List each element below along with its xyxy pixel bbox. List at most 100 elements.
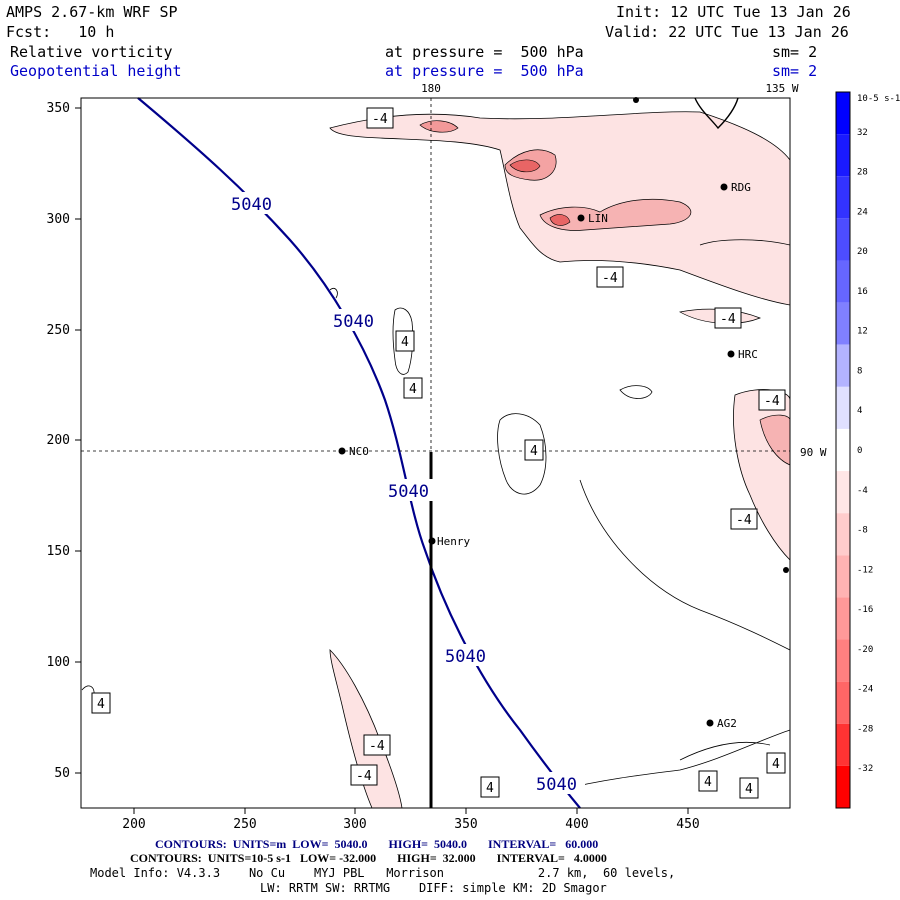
colorbar-tick-label: 0 xyxy=(857,446,862,456)
x-tick-label: 450 xyxy=(676,817,699,832)
colorbar-tick-label: -28 xyxy=(857,724,873,734)
station-dot xyxy=(727,350,735,358)
vort-label: 4 xyxy=(486,781,494,796)
vort-label: -4 xyxy=(764,394,780,409)
footer-physics: LW: RRTM SW: RRTMG DIFF: simple KM: 2D S… xyxy=(260,881,607,895)
x-tick-marks xyxy=(133,808,689,814)
colorbar-units: 10-5 s-1 xyxy=(857,94,900,104)
station-label: Henry xyxy=(437,535,470,548)
colorbar-block xyxy=(836,513,850,556)
shade-northeast-strong-2 xyxy=(539,198,692,231)
colorbar-tick-label: -4 xyxy=(857,486,868,496)
colorbar-tick-label: -16 xyxy=(857,605,873,615)
y-tick-label: 100 xyxy=(47,655,70,670)
height-label: 5040 xyxy=(333,312,374,332)
colorbar-tick-label: -20 xyxy=(857,645,873,655)
field1-level: at pressure = 500 hPa xyxy=(385,43,584,61)
vort-label: 4 xyxy=(530,444,538,459)
y-tick-label: 250 xyxy=(47,323,70,338)
y-tick-marks xyxy=(75,107,81,774)
colorbar-tick-label: -8 xyxy=(857,526,868,536)
colorbar-block xyxy=(836,302,850,345)
colorbar-block xyxy=(836,639,850,682)
height-label: 5040 xyxy=(445,647,486,667)
colorbar-block xyxy=(836,471,850,514)
shade-strong-core xyxy=(509,159,541,173)
colorbar-tick-label: 20 xyxy=(857,247,868,257)
footer-vorticity-contours: CONTOURS: UNITS=10-5 s-1 LOW= -32.000 HI… xyxy=(130,851,607,865)
field1-smoothing: sm= 2 xyxy=(772,43,818,61)
colorbar-block xyxy=(836,555,850,598)
colorbar-block xyxy=(836,723,850,766)
colorbar: 10-5 s-1 32 28 24 20 16 12 8 4 0 -4 -8 -12 -16 -20 -24… xyxy=(835,91,900,809)
y-tick-label: 300 xyxy=(47,212,70,227)
colorbar-tick-label: -12 xyxy=(857,565,873,575)
colorbar-block xyxy=(836,428,850,472)
field1-name: Relative vorticity xyxy=(10,43,173,61)
x-tick-label: 200 xyxy=(122,817,145,832)
valid-time: Valid: 22 UTC Tue 13 Jan 26 xyxy=(605,23,849,41)
station-label: LIN xyxy=(588,212,608,225)
vort-label: 4 xyxy=(772,757,780,772)
colorbar-tick-label: 12 xyxy=(857,327,868,337)
vort-label: 4 xyxy=(409,382,417,397)
height-label: 5040 xyxy=(388,482,429,502)
field2-name: Geopotential height xyxy=(10,62,182,80)
station-dot xyxy=(706,719,714,727)
colorbar-tick-label: 32 xyxy=(857,128,868,138)
vort-label: 4 xyxy=(97,697,105,712)
colorbar-block xyxy=(836,176,850,219)
y-tick-label: 200 xyxy=(47,433,70,448)
vorticity-contours xyxy=(81,239,791,791)
station-label: NCO xyxy=(349,445,369,458)
colorbar-block xyxy=(836,765,850,808)
vort-label: 4 xyxy=(745,782,753,797)
vort-label: -4 xyxy=(602,271,618,286)
vorticity-shading xyxy=(329,111,791,809)
stations: RDG LIN HRC NCO Henry AG2 xyxy=(338,97,789,730)
colorbar-block xyxy=(836,260,850,303)
colorbar-block xyxy=(836,386,850,429)
colorbar-tick-label: 28 xyxy=(857,168,868,178)
station-dot xyxy=(783,567,789,573)
station-dot xyxy=(577,214,585,222)
vort-label: -4 xyxy=(356,769,372,784)
colorbar-tick-label: 8 xyxy=(857,366,862,376)
y-tick-label: 50 xyxy=(54,766,70,781)
vort-label: -4 xyxy=(736,513,752,528)
station-label: HRC xyxy=(738,348,758,361)
vort-label: 4 xyxy=(704,775,712,790)
station-dot xyxy=(428,537,436,545)
vort-label: 4 xyxy=(401,335,409,350)
colorbar-block xyxy=(836,92,850,135)
model-title: AMPS 2.67-km WRF SP xyxy=(6,3,178,21)
station-dot xyxy=(720,183,728,191)
colorbar-block xyxy=(836,134,850,177)
init-time: Init: 12 UTC Tue 13 Jan 26 xyxy=(616,3,851,21)
y-tick-label: 150 xyxy=(47,544,70,559)
footer-height-contours: CONTOURS: UNITS=m LOW= 5040.0 HIGH= 5040… xyxy=(155,837,599,851)
x-tick-label: 400 xyxy=(565,817,588,832)
colorbar-block xyxy=(836,218,850,261)
colorbar-block xyxy=(836,681,850,724)
colorbar-block xyxy=(836,597,850,640)
map-frame xyxy=(80,97,791,809)
x-tick-label: 350 xyxy=(454,817,477,832)
station-label: RDG xyxy=(731,181,751,194)
x-tick-label: 250 xyxy=(233,817,256,832)
top-label-135w: 135 W xyxy=(765,82,798,95)
field2-smoothing: sm= 2 xyxy=(772,62,818,80)
height-label: 5040 xyxy=(231,195,272,215)
forecast-hour: Fcst: 10 h xyxy=(6,23,115,41)
footer-model-info: Model Info: V4.3.3 No Cu MYJ PBL Morriso… xyxy=(90,866,676,880)
colorbar-block xyxy=(836,344,850,387)
y-tick-label: 350 xyxy=(47,101,70,116)
colorbar-tick-label: -32 xyxy=(857,764,873,774)
height-label: 5040 xyxy=(536,775,577,795)
colorbar-tick-label: 4 xyxy=(857,406,862,416)
colorbar-tick-label: 24 xyxy=(857,207,868,217)
station-dot xyxy=(633,97,639,103)
field2-level: at pressure = 500 hPa xyxy=(385,62,584,80)
shade-strong-core-2 xyxy=(549,214,571,226)
